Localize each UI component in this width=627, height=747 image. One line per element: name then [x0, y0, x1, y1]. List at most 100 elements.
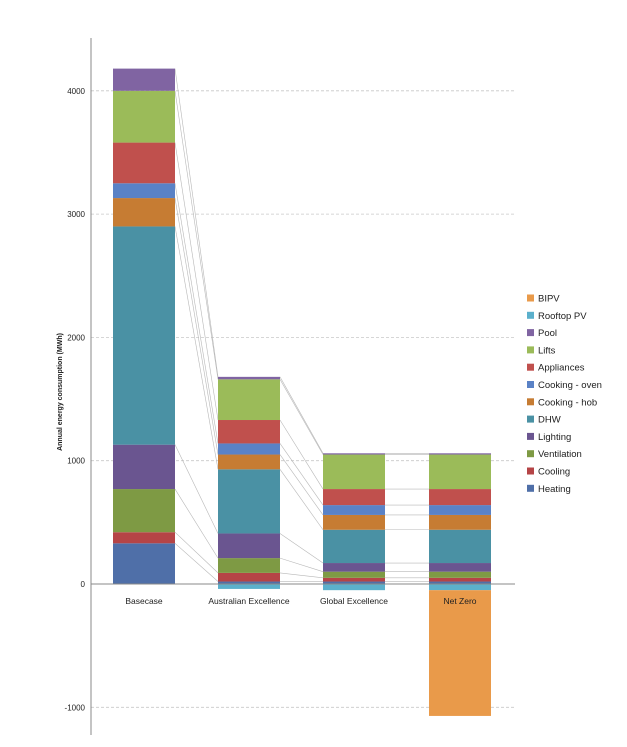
bar-basecase-pool: [113, 68, 175, 91]
y-tick-label: 2000: [67, 333, 85, 342]
bar-basecase-lifts: [113, 90, 175, 143]
legend-swatch-rooftop-pv: [527, 311, 534, 319]
x-category-label: Global Excellence: [320, 596, 388, 606]
bar-global-excellence-cooling: [323, 577, 385, 582]
bar-australian-excellence-appliances: [218, 420, 280, 444]
bar-australian-excellence-cooling: [218, 572, 280, 582]
bar-australian-excellence-dhw: [218, 469, 280, 534]
legend-label-appliances: Appliances: [538, 363, 585, 374]
y-tick-label: -1000: [65, 703, 86, 712]
legend-swatch-heating: [527, 484, 534, 492]
legend-label-lighting: Lighting: [538, 432, 571, 443]
legend-label-cooking-oven: Cooking - oven: [538, 380, 602, 391]
bar-net-zero-appliances: [429, 489, 491, 506]
connector-line: [174, 183, 219, 444]
connector-line: [174, 488, 219, 559]
y-tick-label: 3000: [67, 210, 85, 219]
bar-global-excellence-heating: [323, 581, 385, 584]
legend-swatch-cooking-hob: [527, 398, 534, 406]
legend-label-ventilation: Ventilation: [538, 449, 582, 460]
connector-line: [174, 531, 219, 574]
connector-line: [174, 444, 219, 534]
bar-global-excellence-rooftop-pv: [323, 584, 385, 591]
connector-line: [279, 443, 324, 506]
legend-label-pool: Pool: [538, 328, 557, 339]
bar-global-excellence-cooking-hob: [323, 514, 385, 530]
bar-global-excellence-cooking-oven: [323, 505, 385, 515]
bar-basecase-ventilation: [113, 489, 175, 533]
y-tick-label: 0: [81, 580, 86, 589]
bar-australian-excellence-cooking-hob: [218, 454, 280, 470]
legend-label-cooling: Cooling: [538, 467, 570, 478]
legend-swatch-cooling: [527, 467, 534, 475]
connector-line: [174, 142, 219, 421]
connector-line: [279, 379, 324, 455]
bar-net-zero-lifts: [429, 454, 491, 490]
bar-global-excellence-appliances: [323, 489, 385, 506]
legend-swatch-cooking-oven: [527, 381, 534, 388]
bar-net-zero-cooking-hob: [429, 514, 491, 530]
x-category-label: Australian Excellence: [208, 596, 290, 606]
bar-net-zero-bipv: [429, 590, 491, 716]
bar-basecase-cooking-hob: [113, 198, 175, 227]
bar-global-excellence-pool: [323, 453, 385, 455]
legend-swatch-lighting: [527, 432, 534, 440]
bar-basecase-dhw: [113, 226, 175, 445]
legend-swatch-dhw: [527, 415, 534, 423]
connector-line: [174, 198, 219, 455]
bar-global-excellence-dhw: [323, 529, 385, 564]
connector-line: [279, 572, 324, 579]
bar-basecase-cooling: [113, 532, 175, 544]
x-category-label: Basecase: [125, 596, 163, 606]
connector-line: [174, 68, 219, 377]
legend-label-dhw: DHW: [538, 415, 561, 426]
bar-australian-excellence-heating: [218, 581, 280, 584]
bar-australian-excellence-rooftop-pv: [218, 584, 280, 589]
y-tick-label: 4000: [67, 87, 85, 96]
legend-swatch-bipv: [527, 294, 534, 302]
bar-net-zero-lighting: [429, 563, 491, 572]
bar-australian-excellence-ventilation: [218, 558, 280, 573]
legend-label-bipv: BIPV: [538, 294, 560, 305]
connector-line: [279, 419, 324, 490]
bar-basecase-appliances: [113, 142, 175, 184]
x-category-label: Net Zero: [443, 596, 476, 606]
bar-basecase-heating: [113, 543, 175, 584]
bar-global-excellence-lighting: [323, 563, 385, 572]
bar-net-zero-ventilation: [429, 571, 491, 578]
bar-global-excellence-ventilation: [323, 571, 385, 578]
bar-net-zero-rooftop-pv: [429, 584, 491, 591]
bar-net-zero-cooking-oven: [429, 505, 491, 515]
connector-line: [279, 469, 324, 530]
y-axis-title: Annual energy consumption (MWh): [57, 333, 64, 451]
bar-global-excellence-lifts: [323, 454, 385, 490]
legend-label-heating: Heating: [538, 484, 571, 495]
legend-label-lifts: Lifts: [538, 345, 556, 356]
bar-basecase-lighting: [113, 444, 175, 490]
connector-line: [174, 226, 219, 470]
bar-basecase-cooking-oven: [113, 183, 175, 199]
legend-swatch-lifts: [527, 346, 534, 354]
bar-australian-excellence-lighting: [218, 533, 280, 559]
connector-line: [279, 454, 324, 516]
legend-swatch-appliances: [527, 363, 534, 371]
connector-line: [279, 533, 324, 564]
bar-net-zero-pool: [429, 453, 491, 455]
bar-australian-excellence-pool: [218, 376, 280, 380]
bar-net-zero-cooling: [429, 577, 491, 582]
legend-label-rooftop-pv: Rooftop PV: [538, 311, 587, 322]
connector-line: [279, 376, 324, 454]
legend-swatch-ventilation: [527, 450, 534, 458]
legend-label-cooking-hob: Cooking - hob: [538, 397, 597, 408]
connector-line: [174, 90, 219, 380]
bar-australian-excellence-lifts: [218, 379, 280, 421]
connector-line: [279, 557, 324, 572]
legend-swatch-pool: [527, 329, 534, 337]
bar-net-zero-dhw: [429, 529, 491, 564]
bar-australian-excellence-cooking-oven: [218, 443, 280, 455]
y-tick-label: 1000: [67, 457, 85, 466]
bar-net-zero-heating: [429, 581, 491, 584]
connector-line: [174, 543, 219, 582]
